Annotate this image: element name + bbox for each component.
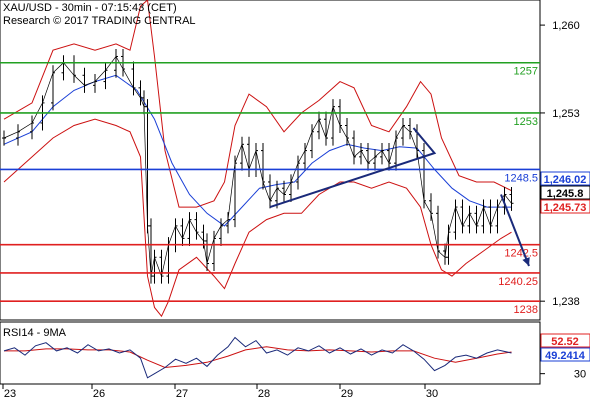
trendline (269, 127, 437, 209)
rsi-badge: 52.52 (551, 336, 579, 348)
level-label: 1238 (514, 304, 538, 316)
bollinger-upper-line (3, 0, 512, 208)
x-tick-label: 30 (426, 388, 438, 400)
rsi-ma-line (4, 346, 512, 369)
rsi-badge-box (540, 333, 590, 348)
rsi-panel: 30 52.52 49.2414 (3, 333, 590, 381)
rsi-panel-frame (0, 321, 541, 385)
level-label: 1248.5 (504, 172, 538, 184)
rsi-badge: 49.2414 (545, 350, 586, 362)
annotations (269, 127, 530, 267)
x-tick-label: 28 (258, 388, 270, 400)
x-tick-label: 27 (176, 388, 188, 400)
rsi-panel-title: RSI14 - 9MA (3, 327, 66, 339)
level-label: 1253 (514, 116, 538, 128)
price-badge: 1,245.8 (547, 188, 584, 200)
projection-arrow-head (522, 257, 530, 267)
bollinger-lower-line (3, 118, 512, 318)
rsi-y-tick-label: 30 (574, 369, 586, 381)
price-bars (2, 48, 514, 284)
time-axis: 23 26 27 28 29 30 (2, 384, 438, 400)
price-badge-box (540, 171, 590, 186)
x-tick-label: 29 (341, 388, 353, 400)
price-panel-frame (0, 0, 541, 321)
y-tick-label: 1,253 (552, 108, 580, 120)
bollinger-bands (3, 0, 512, 318)
level-label: 1240.25 (498, 276, 538, 288)
price-badges: 1,246.02 1,245.8 1,245.73 (540, 171, 590, 214)
price-badge-box (540, 185, 590, 200)
y-tick-label: 1,238 (552, 296, 580, 308)
x-tick-label: 26 (93, 388, 105, 400)
chart-copyright: Research © 2017 TRADING CENTRAL (3, 15, 196, 27)
price-badge: 1,245.73 (544, 202, 587, 214)
x-tick-label: 23 (4, 388, 16, 400)
rsi-badge-box (540, 347, 590, 362)
level-label: 1242.5 (504, 248, 538, 260)
price-badge-box (540, 199, 590, 214)
price-path (3, 55, 512, 278)
price-badge: 1,246.02 (544, 174, 587, 186)
rsi-line (3, 336, 512, 379)
chart-title: XAU/USD - 30min - 07:15:43 (CET) (3, 2, 177, 14)
projection-arrow-shaft (500, 194, 530, 267)
support-resistance-levels: 1257 1253 1248.5 1242.5 1240.25 1238 (0, 61, 540, 316)
y-tick-label: 1,260 (552, 20, 580, 32)
level-label: 1257 (514, 66, 538, 78)
